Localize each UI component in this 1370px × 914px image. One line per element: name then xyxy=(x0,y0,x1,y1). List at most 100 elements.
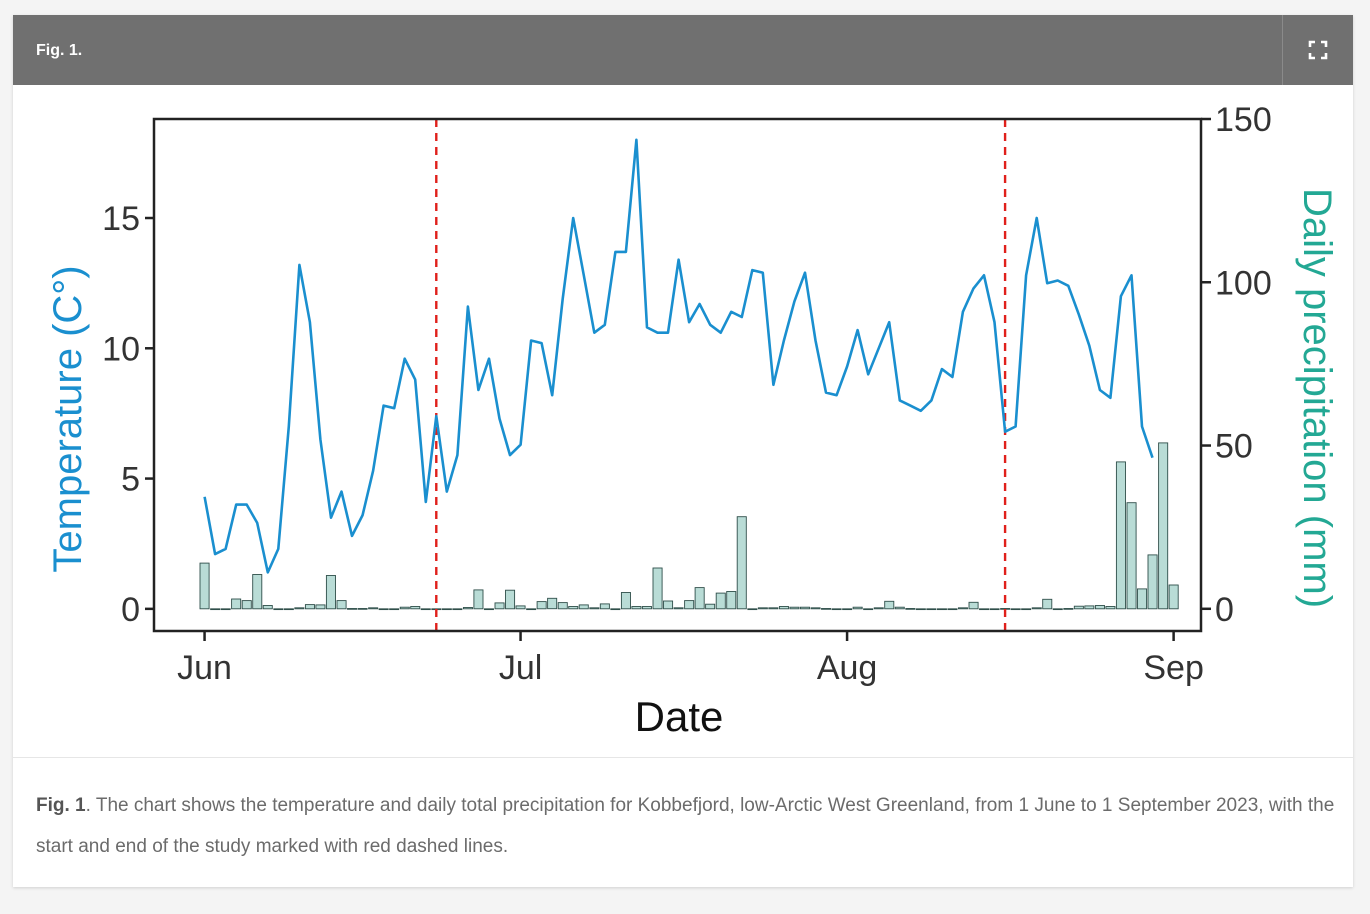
precipitation-bar xyxy=(715,592,726,610)
precipitation-bar xyxy=(863,608,874,611)
chart-area: 0 5 10 15 0 50 100 150 Jun Jul Aug Sep Date Tempe… xyxy=(13,85,1353,757)
precipitation-bar xyxy=(547,597,558,610)
precipitation-bar xyxy=(589,607,600,610)
precipitation-bar xyxy=(241,600,252,610)
caption-text: . The chart shows the temperature and da… xyxy=(36,795,1335,857)
precipitation-bar xyxy=(441,608,452,611)
x-axis: Jun Jul Aug Sep xyxy=(177,631,1204,687)
precipitation-bar xyxy=(378,608,389,611)
precipitation-bar xyxy=(336,600,347,610)
x-axis-tick-label: Jul xyxy=(499,649,542,687)
precipitation-bar xyxy=(1105,606,1116,610)
precipitation-bar xyxy=(294,607,305,610)
precipitation-bar xyxy=(199,562,210,610)
precipitation-bar xyxy=(1084,605,1095,610)
precipitation-bar xyxy=(957,607,968,610)
figure-header: Fig. 1. xyxy=(13,15,1353,85)
precipitation-bar xyxy=(505,589,516,610)
precipitation-bar xyxy=(799,606,810,610)
caption-divider xyxy=(13,757,1353,758)
precipitation-bar xyxy=(399,606,410,610)
precipitation-bar xyxy=(936,608,947,611)
figure-card: Fig. 1. 0 5 10 15 0 50 100 150 Jun Jul Aug Sep Da… xyxy=(13,15,1353,887)
precipitation-bar xyxy=(842,608,853,611)
precipitation-bar xyxy=(821,608,832,610)
precipitation-bar xyxy=(283,608,294,611)
right-axis-tick-label: 100 xyxy=(1215,264,1272,302)
study-period-lines xyxy=(435,119,1007,631)
precipitation-bar xyxy=(410,606,421,610)
precipitation-bar xyxy=(968,601,979,610)
precipitation-bar xyxy=(304,604,315,610)
precipitation-bar xyxy=(684,600,695,610)
precipitation-bar xyxy=(694,587,705,610)
precipitation-bar xyxy=(673,607,684,610)
precipitation-bar xyxy=(578,604,589,610)
precipitation-bar xyxy=(273,608,284,611)
precipitation-bar xyxy=(652,567,663,610)
precipitation-bar xyxy=(420,608,431,611)
precipitation-bar xyxy=(462,607,473,610)
precipitation-bar xyxy=(831,608,842,611)
precipitation-bar xyxy=(1063,608,1074,610)
precipitation-bar xyxy=(231,598,242,610)
precipitation-bar xyxy=(568,606,579,610)
precipitation-bar xyxy=(515,605,526,610)
precipitation-bar xyxy=(641,606,652,610)
precipitation-bar xyxy=(536,601,547,610)
precipitation-bar xyxy=(452,608,463,611)
precipitation-bar xyxy=(315,604,326,610)
precipitation-bar xyxy=(473,589,484,610)
x-axis-tick-label: Jun xyxy=(177,649,232,687)
precipitation-bar xyxy=(947,608,958,611)
precipitation-bar xyxy=(1031,607,1042,610)
temperature-line xyxy=(203,138,1154,574)
precipitation-bar xyxy=(357,608,368,610)
x-axis-title: Date xyxy=(635,693,724,740)
precipitation-bar xyxy=(557,602,568,610)
precipitation-bar xyxy=(526,608,537,611)
precipitation-bar xyxy=(757,607,768,610)
figure-caption: Fig. 1. The chart shows the temperature … xyxy=(36,785,1336,867)
precipitation-bars xyxy=(199,442,1179,611)
right-axis-tick-label: 0 xyxy=(1215,591,1234,629)
precipitation-bar xyxy=(389,608,400,611)
precipitation-bar xyxy=(220,608,231,611)
precipitation-bar xyxy=(905,608,916,610)
precipitation-bar xyxy=(1042,598,1053,610)
precipitation-bar xyxy=(262,605,273,610)
x-axis-tick-label: Aug xyxy=(817,649,878,687)
left-axis: 0 5 10 15 xyxy=(102,200,154,629)
precipitation-bar xyxy=(1168,584,1179,610)
precipitation-bar xyxy=(210,608,221,611)
precipitation-bar xyxy=(705,603,716,610)
precipitation-bar xyxy=(747,608,758,611)
precipitation-bar xyxy=(347,608,358,610)
left-axis-tick-label: 15 xyxy=(102,200,140,238)
right-axis-title: Daily precipitation (mm) xyxy=(1295,188,1339,608)
precipitation-bar xyxy=(325,575,336,610)
chart-svg: 0 5 10 15 0 50 100 150 Jun Jul Aug Sep Date Tempe… xyxy=(46,101,1339,740)
precipitation-bar xyxy=(1158,442,1169,610)
figure-label: Fig. 1. xyxy=(36,42,83,59)
plot-frame xyxy=(152,117,1203,633)
left-axis-tick-label: 0 xyxy=(121,591,140,629)
precipitation-bar xyxy=(252,574,263,610)
precipitation-bar xyxy=(599,603,610,610)
left-axis-tick-label: 5 xyxy=(121,461,140,499)
caption-label: Fig. 1 xyxy=(36,795,86,816)
left-axis-title: Temperature (C°) xyxy=(46,265,90,572)
right-axis-tick-label: 50 xyxy=(1215,428,1253,466)
precipitation-bar xyxy=(610,608,621,611)
precipitation-bar xyxy=(873,607,884,610)
precipitation-bar xyxy=(494,602,505,610)
precipitation-bar xyxy=(1137,588,1148,610)
right-axis-tick-label: 150 xyxy=(1215,101,1272,139)
precipitation-bar xyxy=(483,608,494,611)
precipitation-bar xyxy=(736,516,747,610)
precipitation-bar xyxy=(915,608,926,611)
expand-button[interactable] xyxy=(1282,15,1353,85)
precipitation-bar xyxy=(768,607,779,610)
precipitation-bar xyxy=(368,607,379,610)
precipitation-bar xyxy=(979,608,990,611)
